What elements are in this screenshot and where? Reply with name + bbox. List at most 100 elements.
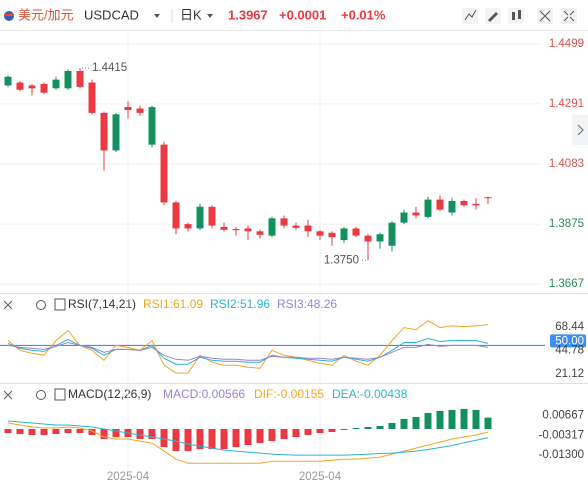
candle-body — [196, 206, 204, 229]
macd-title: MACD(12,26,9) — [68, 387, 151, 401]
header: 美元/加元 USDCAD 日K 1.3967 +0.0001 +0.01% — [0, 7, 588, 31]
candle-body — [304, 225, 312, 232]
low-label: 1.3750 — [324, 254, 359, 266]
x-tick-label: 2025-04 — [107, 471, 150, 483]
dropdown-arrow[interactable] — [207, 14, 213, 18]
macd-bar — [364, 426, 372, 429]
rsi-line — [7, 320, 489, 374]
y-tick-label: 1.3875 — [549, 218, 584, 230]
macd-bar — [100, 429, 108, 440]
legend-entry: MACD:0.00566 — [163, 387, 245, 401]
macd-bar — [112, 429, 120, 438]
macd-bar — [256, 429, 264, 444]
x-tick-label: 2025-04 — [299, 471, 342, 483]
macd-bar — [16, 429, 24, 435]
candle-body — [340, 228, 348, 240]
macd-bar — [460, 408, 468, 429]
candle-body — [220, 227, 228, 230]
macd-header: MACD(12,26,9) — [3, 387, 151, 401]
indicator-settings[interactable] — [36, 300, 46, 310]
draw-button[interactable] — [485, 8, 501, 24]
macd-bar — [196, 429, 204, 450]
candle-body — [208, 206, 216, 226]
y-tick-label: 44.78 — [555, 345, 584, 357]
price-change: +0.0001 — [279, 7, 326, 22]
macd-line — [7, 422, 489, 464]
macd-bar — [208, 429, 216, 450]
candle-body — [160, 144, 168, 203]
indicator-settings[interactable] — [36, 390, 46, 400]
rsi-line — [7, 337, 489, 365]
close-indicator[interactable] — [3, 390, 13, 400]
candle-body — [28, 85, 36, 89]
candle-body — [112, 114, 120, 151]
macd-bar — [388, 422, 396, 429]
macd-bar — [268, 429, 276, 442]
macd-bar — [424, 412, 432, 429]
last-price: 1.3967 — [228, 7, 268, 22]
symbol[interactable]: USDCAD — [84, 7, 139, 22]
candle-body — [484, 197, 492, 199]
candle-body — [292, 225, 300, 228]
macd-bar — [88, 429, 96, 436]
fullscreen-button[interactable] — [537, 8, 553, 24]
macd-bar — [292, 429, 300, 438]
dropdown-arrow[interactable] — [154, 14, 160, 18]
macd-bar — [280, 429, 288, 440]
macd-line — [7, 420, 489, 456]
macd-bar — [52, 429, 60, 435]
y-tick-label: 50.00 — [555, 335, 584, 347]
pair-name[interactable]: 美元/加元 — [18, 7, 74, 22]
macd-bar — [484, 417, 492, 429]
flag-stripe — [4, 14, 14, 16]
indicator-toggle[interactable] — [54, 388, 66, 401]
collapse-button[interactable] — [572, 115, 588, 145]
rsi-header: RSI(7,14,21) — [3, 297, 136, 311]
candle-body — [172, 202, 180, 229]
macd-bar — [76, 429, 84, 434]
candle-body — [256, 231, 264, 235]
candle-body — [136, 108, 144, 113]
y-tick-label: 0.00667 — [542, 410, 584, 422]
macd-bar — [28, 429, 36, 436]
period[interactable]: 日K — [180, 7, 202, 22]
macd-bar — [412, 416, 420, 429]
macd-bar — [232, 429, 240, 448]
candle-body — [328, 232, 336, 238]
indicator-toggle[interactable] — [54, 298, 66, 311]
close-indicator[interactable] — [3, 300, 13, 310]
candle-body — [412, 212, 420, 216]
candle-body — [460, 201, 468, 206]
settings-button[interactable] — [561, 8, 577, 24]
candle-body — [400, 212, 408, 223]
high-label: 1.4415 — [92, 62, 127, 74]
macd-bar — [184, 429, 192, 452]
y-tick-label: 1.4499 — [549, 38, 584, 50]
candle-type-button[interactable] — [508, 8, 524, 24]
candle-body — [388, 222, 396, 246]
candle-body — [448, 201, 456, 213]
candle-body — [232, 229, 240, 231]
macd-bar — [376, 425, 384, 429]
candle-body — [76, 71, 84, 87]
indicator-button[interactable] — [462, 8, 478, 24]
macd-bar — [328, 429, 336, 433]
y-tick-label: 21.12 — [555, 368, 584, 380]
macd-bar — [64, 429, 72, 434]
macd-bar — [448, 409, 456, 429]
legend-entry: RSI3:48.26 — [277, 297, 337, 311]
macd-bar — [160, 429, 168, 448]
macd-bar — [40, 429, 48, 436]
macd-bar — [316, 429, 324, 434]
candle-body — [376, 234, 384, 242]
y-tick-label: 1.4291 — [549, 98, 584, 110]
candle-body — [268, 218, 276, 236]
candle-body — [436, 199, 444, 210]
y-tick-label: 1.4083 — [549, 158, 584, 170]
y-tick-label: 1.3667 — [549, 278, 584, 290]
candle-body — [52, 79, 60, 89]
macd-bar — [4, 429, 12, 434]
macd-bar — [220, 429, 228, 450]
